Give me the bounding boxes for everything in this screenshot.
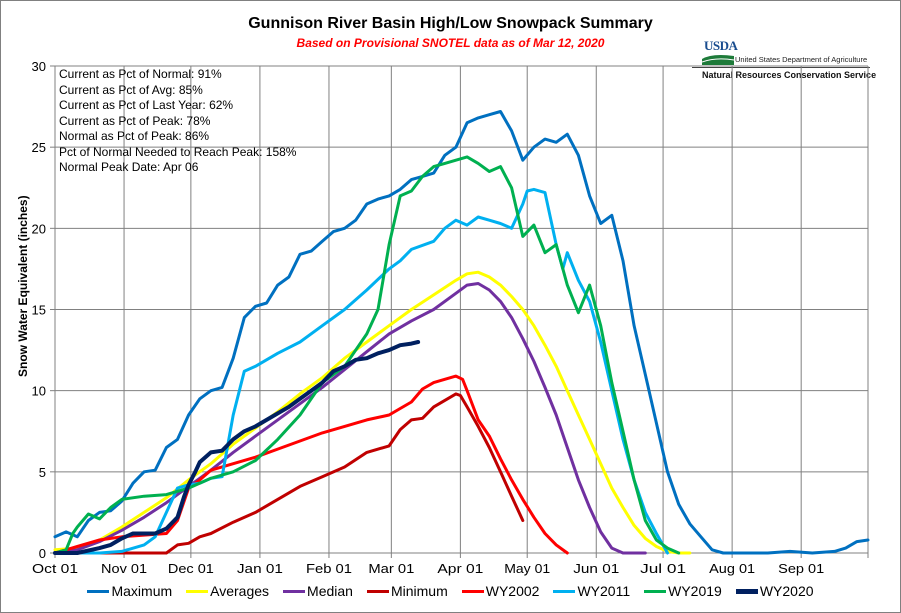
x-tick-label: Mar 01 — [368, 561, 414, 576]
series-line-wy2002 — [53, 374, 569, 555]
usda-logo-hills-icon — [702, 55, 734, 65]
stats-box: Current as Pct of Normal: 91% Current as… — [59, 67, 296, 176]
x-tick-label: Feb 01 — [306, 561, 352, 576]
logo-divider — [692, 67, 870, 68]
x-tick-label: Jul 01 — [640, 561, 686, 576]
chart-title: Gunnison River Basin High/Low Snowpack S… — [248, 15, 653, 32]
legend-label: WY2020 — [759, 583, 814, 599]
series-line-wy2020 — [53, 340, 421, 555]
stat-line: Current as Pct of Avg: 85% — [59, 82, 203, 97]
usda-logo: USDA United States Department of Agricul… — [692, 38, 876, 82]
x-tick-label: Sep 01 — [778, 561, 824, 576]
y-tick-label: 20 — [32, 221, 46, 236]
legend-item-minimum: Minimum — [366, 583, 448, 599]
stat-line: Normal Peak Date: Apr 06 — [59, 160, 199, 174]
legend-label: WY2002 — [485, 583, 540, 599]
legend-label: WY2011 — [577, 583, 631, 599]
x-tick-label: Jun 01 — [573, 561, 619, 576]
y-tick-label: 15 — [32, 303, 46, 318]
y-axis-label: Snow Water Equivalent (inches) — [16, 195, 30, 377]
legend-label: Averages — [210, 583, 270, 599]
legend-item-wy2020: WY2020 — [735, 583, 814, 599]
stat-line: Current as Pct of Peak: 78% — [59, 113, 211, 128]
legend-item-median: Median — [283, 583, 353, 599]
grid — [55, 65, 869, 558]
legend-label: Maximum — [111, 583, 173, 599]
series-line-wy2019 — [53, 155, 681, 555]
y-tick-label: 30 — [32, 59, 46, 74]
x-tick-label: Apr 01 — [437, 561, 483, 576]
legend-swatch — [735, 588, 758, 594]
x-tick-label: Nov 01 — [101, 561, 147, 576]
stat-line: Current as Pct of Last Year: 62% — [59, 98, 234, 112]
legend: Maximum Averages Median Minimum WY2002 WY2011… — [0, 583, 901, 599]
x-tick-label: May 01 — [504, 561, 550, 576]
legend-swatch — [87, 589, 110, 593]
x-tick-label: Dec 01 — [168, 561, 214, 576]
legend-swatch — [553, 589, 576, 593]
series-line-averages — [53, 270, 692, 555]
legend-swatch — [186, 589, 209, 593]
series-group — [53, 110, 870, 555]
series-line-wy2011 — [53, 187, 669, 555]
legend-swatch — [644, 589, 667, 593]
legend-item-averages: Averages — [186, 583, 269, 599]
usda-logo-letters: USDA — [704, 38, 738, 53]
stat-line: Normal as Pct of Peak: 86% — [59, 129, 210, 143]
y-tick-label: 10 — [32, 384, 46, 399]
tick-labels: 0 5 10 15 20 25 30 Oct 01 Nov 01 Dec 01 Jan 01 Feb … — [32, 59, 825, 576]
usda-agency: Natural Resources Conservation Service — [702, 70, 877, 80]
y-tick-label: 25 — [32, 140, 46, 155]
legend-item-wy2019: WY2019 — [644, 583, 722, 599]
x-tick-label: Aug 01 — [709, 561, 755, 576]
x-tick-label: Jan 01 — [237, 561, 283, 576]
y-tick-label: 5 — [39, 465, 46, 480]
stat-line: Current as Pct of Normal: 91% — [59, 67, 222, 81]
legend-label: WY2019 — [668, 583, 722, 599]
legend-swatch — [461, 589, 484, 593]
legend-swatch — [283, 589, 306, 593]
x-tick-label: Oct 01 — [32, 561, 78, 576]
stat-line: Pct of Normal Needed to Reach Peak: 158% — [59, 144, 297, 159]
legend-label: Median — [307, 583, 353, 599]
legend-swatch — [366, 589, 389, 593]
legend-item-wy2002: WY2002 — [461, 583, 540, 599]
chart-subtitle: Based on Provisional SNOTEL data as of M… — [296, 36, 605, 50]
legend-label: Minimum — [390, 583, 448, 599]
legend-item-wy2011: WY2011 — [553, 583, 630, 599]
y-tick-label: 0 — [39, 546, 46, 561]
legend-item-maximum: Maximum — [87, 583, 172, 599]
usda-department: United States Department of Agriculture — [735, 55, 868, 64]
series-line-minimum — [53, 392, 525, 555]
